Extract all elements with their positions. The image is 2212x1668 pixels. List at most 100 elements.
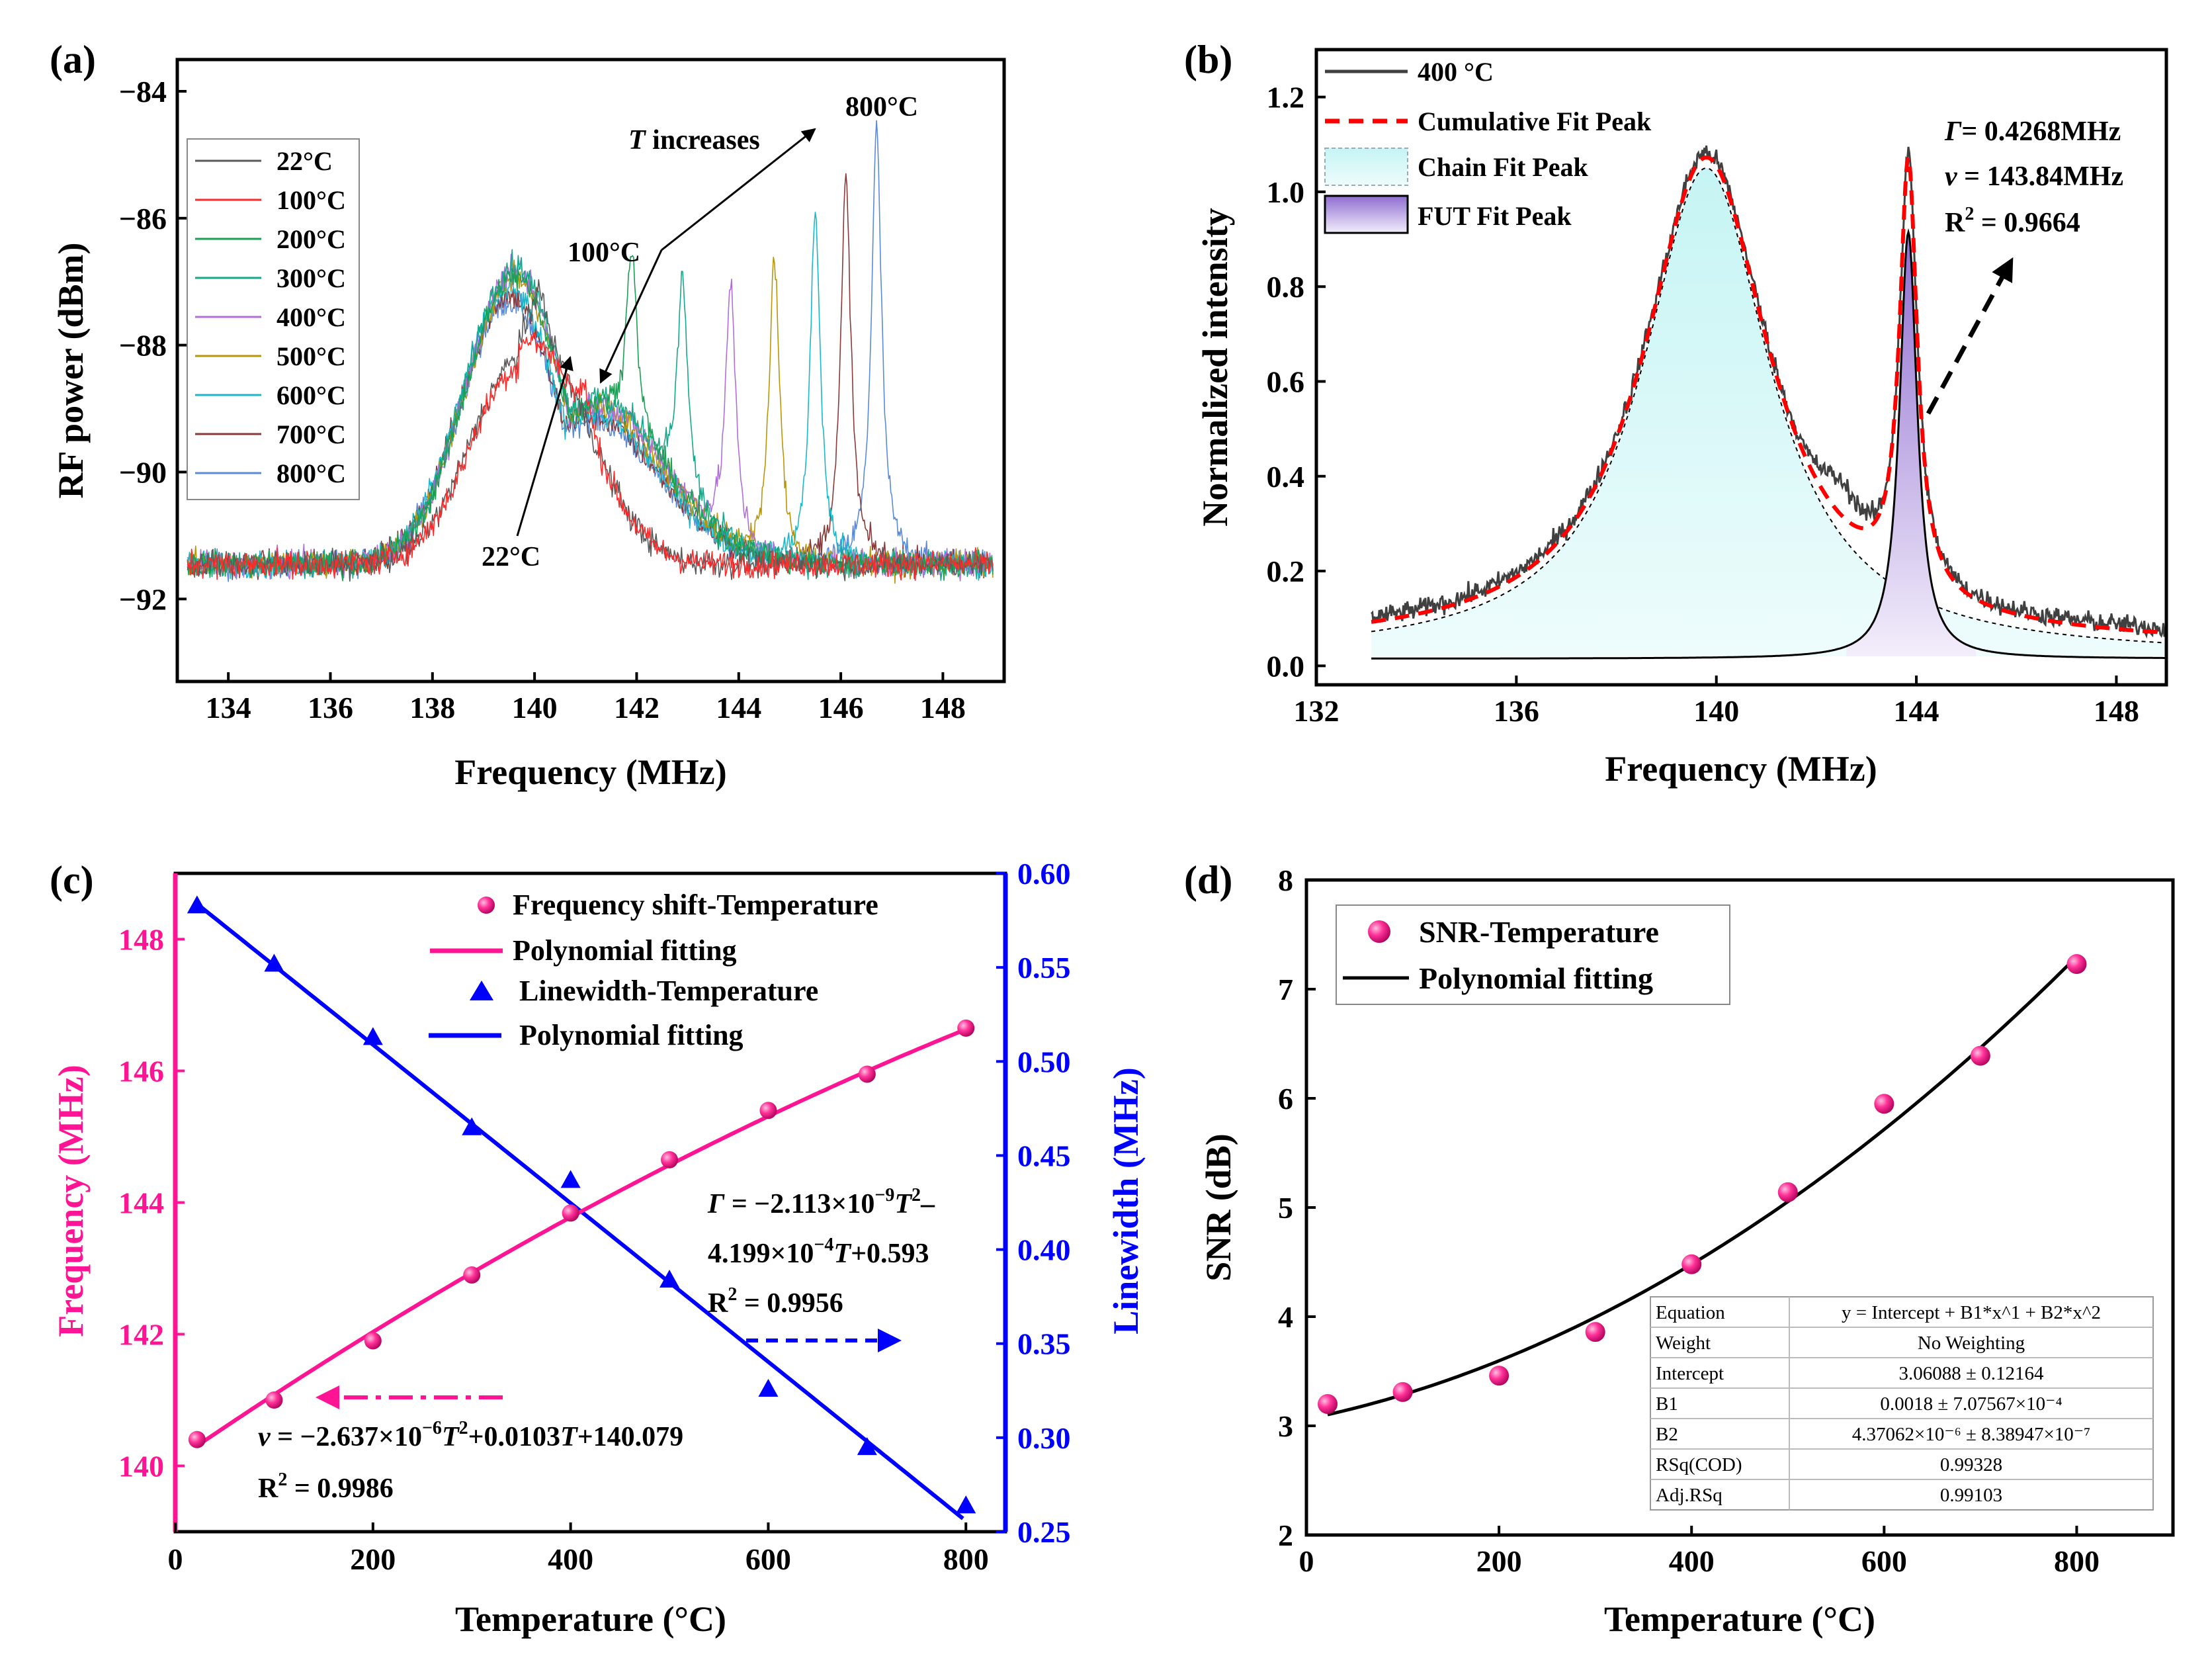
panel-c-gamma-r2: R2 = 0.9956 [708, 1284, 843, 1319]
legend-label-300c: 300°C [276, 263, 346, 293]
eq-part: = −2.637×10 [271, 1422, 422, 1452]
fit-results-table: Equation y = Intercept + B1*x^1 + B2*x^2 W… [1650, 1296, 2154, 1511]
y-tick-label: −92 [119, 582, 167, 616]
linewidth-point [857, 1437, 877, 1456]
panel-b: (b) 132 136 140 144 148 0.0 0.2 0.4 0.6 0.8 1.0 1.2… [1184, 38, 2168, 789]
eq-sup: −9 [874, 1185, 894, 1206]
x-tick-label: 140 [512, 691, 558, 724]
x-tick-label: 136 [308, 691, 353, 724]
legend-snr-label: SNR-Temperature [1419, 915, 1659, 949]
linewidth-point [758, 1378, 779, 1397]
snr-point [1777, 1182, 1798, 1202]
gamma-symbol: Γ [1944, 116, 1962, 147]
eq-b: +0.0103 [468, 1422, 560, 1452]
table-key: Intercept [1656, 1363, 1724, 1384]
panel-d-plot-area [1318, 954, 2087, 1417]
panel-c-right-axis-title: Linewidth (MHz) [1106, 1067, 1146, 1334]
snr-fit-curve [1327, 958, 2075, 1417]
panel-d-y-axis-title: SNR (dB) [1199, 1133, 1238, 1282]
y-tick-label: 2 [1278, 1518, 1293, 1552]
x-tick-label: 600 [745, 1542, 791, 1576]
chain-fit-curve [1371, 167, 2166, 644]
linewidth-point [659, 1270, 680, 1288]
x-tick-label: 200 [350, 1542, 396, 1576]
snr-point [1585, 1322, 1605, 1342]
panel-a-t-increases-label: T increases [628, 125, 760, 155]
gamma-value: = 0.4268MHz [1961, 116, 2121, 147]
x-tick-label: 134 [206, 691, 251, 724]
x-tick-label: 148 [920, 691, 966, 724]
eq-t: T [442, 1422, 460, 1452]
y-tick-label: 0.0 [1267, 649, 1305, 683]
x-tick-label: 144 [1894, 694, 1939, 728]
eq-sup2: 2 [459, 1418, 468, 1438]
y-tick-label: 6 [1278, 1082, 1293, 1116]
y-tick-label: 1.2 [1267, 81, 1305, 114]
x-tick-label: 132 [1294, 694, 1340, 728]
y-tick-label: 0.6 [1267, 365, 1305, 398]
panel-a-ticks: 134 136 138 140 142 144 146 148 −92 −90 −88 −86 −84 [119, 75, 966, 724]
panel-a-800c-label: 800°C [845, 92, 918, 122]
panel-d-letter: (d) [1184, 858, 1232, 902]
x-tick-label: 136 [1494, 694, 1539, 728]
eq-rest: +0.593 [851, 1239, 929, 1269]
fut-fit-curve [1371, 228, 2166, 660]
t-italic: T [628, 125, 647, 155]
snr-point [1970, 1045, 1990, 1066]
panel-b-x-axis-title: Frequency (MHz) [1605, 749, 1877, 789]
snr-point [1392, 1382, 1413, 1402]
panel-a: (a) 134 136 138 140 142 144 146 148 −92 −90 −88 −86… [50, 38, 1006, 792]
cumulative-fit-curve [1371, 150, 2166, 635]
legend-label-500c: 500°C [276, 341, 346, 371]
panel-c-legend: Frequency shift-Temperature Polynomial f… [429, 889, 878, 1051]
panel-b-ticks: 132 136 140 144 148 0.0 0.2 0.4 0.6 0.8 1.0 1.2 [1267, 81, 2139, 728]
right-y-tick-label: 0.55 [1017, 951, 1071, 985]
x-tick-label: 148 [2094, 694, 2139, 728]
linewidth-point [560, 1170, 581, 1188]
y-tick-label: 0.8 [1267, 270, 1305, 304]
panel-a-plot-area [187, 120, 994, 584]
panel-b-gamma-label: Γ= 0.4268MHz [1944, 116, 2121, 147]
panel-c-x-axis-title: Temperature (°C) [455, 1599, 726, 1639]
left-y-tick-label: 146 [118, 1055, 164, 1088]
legend-400c-label: 400 °C [1418, 57, 1494, 87]
legend-snr-marker [1368, 920, 1390, 943]
right-y-tick-label: 0.50 [1017, 1045, 1071, 1078]
x-tick-label: 142 [614, 691, 659, 724]
r2-value: = 0.9664 [1974, 208, 2080, 238]
eq-c: +140.079 [577, 1422, 683, 1452]
legend-label-100c: 100°C [276, 185, 346, 215]
legend-freq-label: Frequency shift-Temperature [513, 889, 878, 921]
y-tick-label: −86 [119, 202, 167, 236]
r2-sup: 2 [728, 1284, 737, 1305]
eq-sup: −4 [814, 1235, 833, 1255]
table-key: Equation [1656, 1302, 1725, 1323]
x-tick-label: 140 [1693, 694, 1739, 728]
eq-part: 4.199×10 [708, 1239, 814, 1269]
y-tick-label: 1.0 [1267, 175, 1305, 209]
eq-part: = −2.113×10 [724, 1189, 874, 1219]
panel-c-plot-area [187, 895, 976, 1520]
panel-a-x-axis-title: Frequency (MHz) [454, 752, 726, 792]
frequency-point [188, 1430, 206, 1448]
x-tick-label: 600 [1861, 1544, 1907, 1578]
legend-freq-marker [478, 897, 495, 914]
x-tick-label: 400 [1669, 1544, 1715, 1578]
frequency-fit-curve [196, 1028, 964, 1448]
legend-label-200c: 200°C [276, 224, 346, 254]
panel-c-letter: (c) [50, 858, 94, 902]
panel-a-y-axis-title: RF power (dBm) [51, 243, 91, 499]
r2-value: = 0.9986 [287, 1473, 393, 1504]
legend-label-700c: 700°C [276, 419, 346, 449]
y-tick-label: 0.4 [1267, 460, 1305, 494]
eq-gamma: Γ [707, 1189, 725, 1219]
increases-text: increases [646, 125, 760, 155]
y-tick-label: 4 [1278, 1300, 1293, 1334]
legend-fut-swatch [1324, 195, 1409, 234]
frequency-point [957, 1019, 975, 1037]
panel-b-fut-arrow [1926, 257, 2014, 415]
x-tick-label: 138 [409, 691, 455, 724]
right-y-tick-label: 0.25 [1017, 1515, 1071, 1549]
panel-d-x-axis-title: Temperature (°C) [1604, 1599, 1875, 1639]
r2-sup: 2 [1965, 204, 1974, 224]
